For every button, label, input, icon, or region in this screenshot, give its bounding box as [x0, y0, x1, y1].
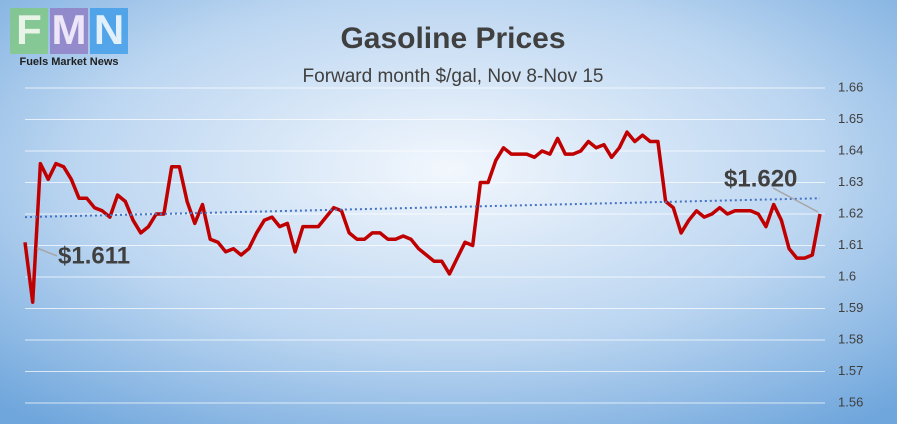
price-line [23, 130, 822, 304]
y-tick-label: 1.64 [838, 142, 863, 157]
logo-tagline: Fuels Market News [19, 56, 118, 68]
y-tick-label: 1.61 [838, 237, 863, 252]
annotation: $1.611 [58, 242, 130, 269]
logo: F M N Fuels Market News [10, 6, 128, 68]
y-tick-label: 1.57 [838, 363, 863, 378]
y-tick-label: 1.59 [838, 300, 863, 315]
y-tick-label: 1.62 [838, 205, 863, 220]
chart-subtitle: Forward month $/gal, Nov 8-Nov 15 [303, 66, 604, 87]
chart-title: Gasoline Prices [340, 22, 565, 55]
leader-line [36, 247, 58, 257]
y-tick-label: 1.6 [838, 268, 856, 283]
logo-letter: N [94, 6, 124, 53]
y-tick-label: 1.58 [838, 331, 863, 346]
y-tick-label: 1.56 [838, 394, 863, 409]
y-tick-label: 1.66 [838, 79, 863, 94]
logo-letter: M [52, 6, 87, 53]
y-tick-label: 1.63 [838, 174, 863, 189]
annotation: $1.620 [724, 165, 797, 192]
y-tick-label: 1.65 [838, 111, 863, 126]
leader-line [772, 187, 819, 213]
logo-letter: F [16, 6, 42, 53]
